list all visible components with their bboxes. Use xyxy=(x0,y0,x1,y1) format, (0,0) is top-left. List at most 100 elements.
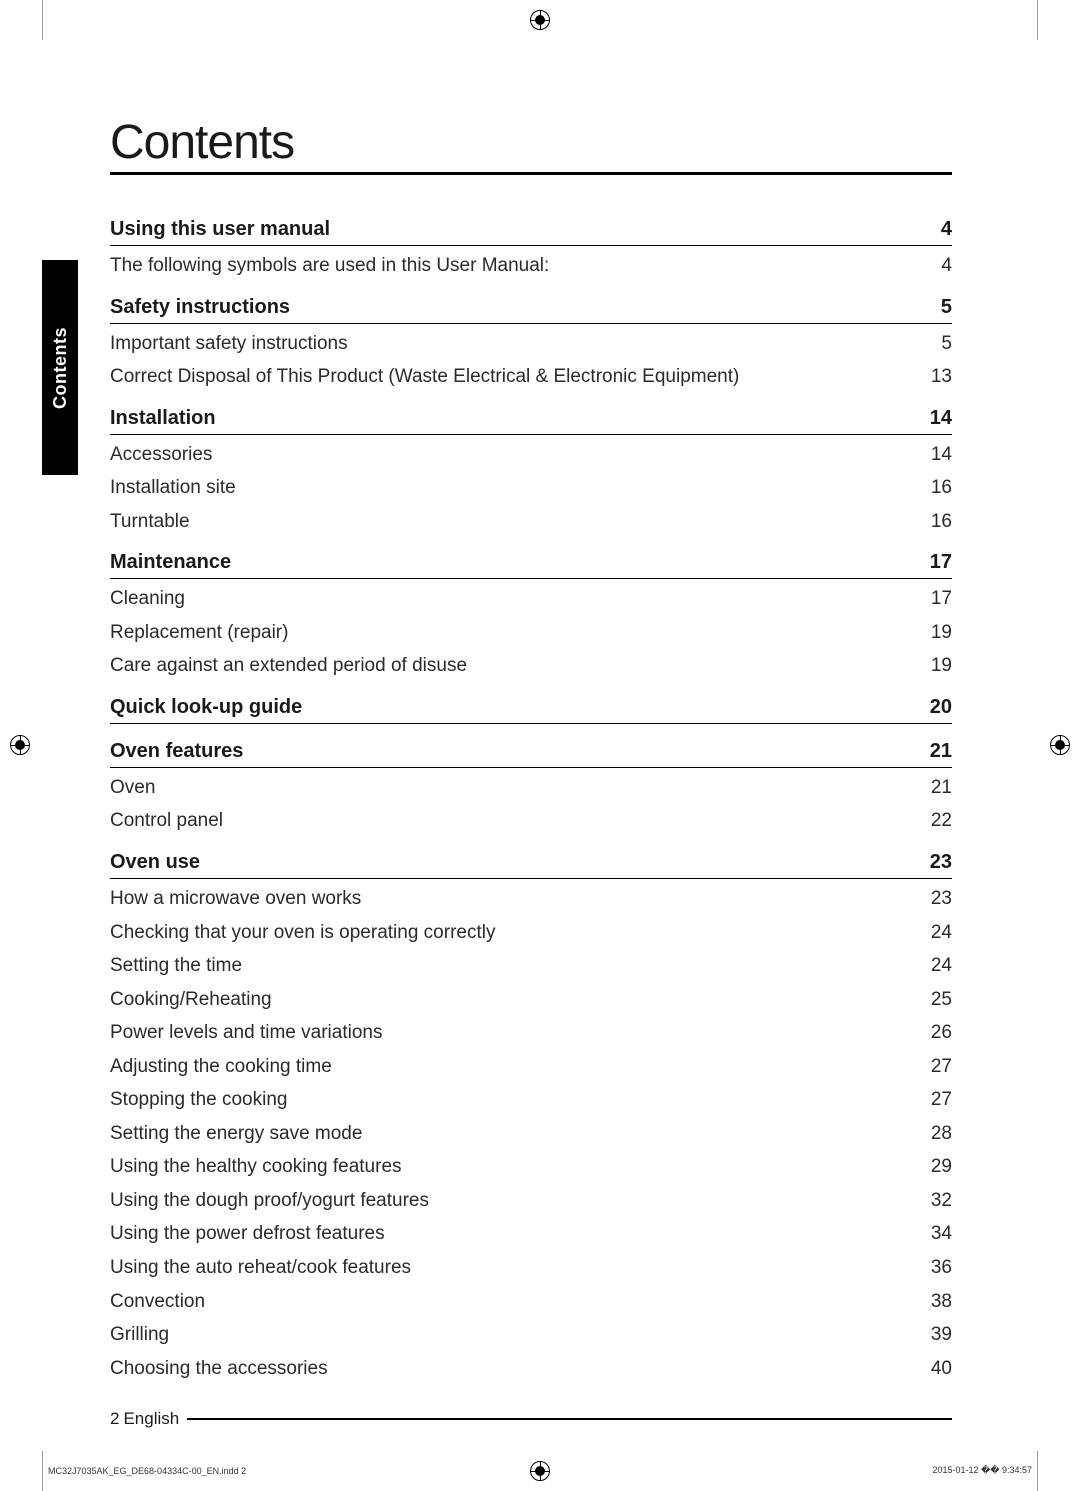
toc-item-row: Correct Disposal of This Product (Waste … xyxy=(110,363,952,391)
toc-section-page: 17 xyxy=(930,551,952,574)
toc-item-row: Control panel 22 xyxy=(110,807,952,835)
toc-section-heading: Safety instructions 5 xyxy=(110,296,952,324)
registration-mark-icon xyxy=(530,10,550,30)
toc-section-label: Quick look-up guide xyxy=(110,696,302,719)
footer-language: English xyxy=(123,1409,179,1429)
toc-item-label: Oven xyxy=(110,774,155,802)
toc-item-row: Using the auto reheat/cook features36 xyxy=(110,1254,952,1282)
toc-item-label: Setting the time xyxy=(110,952,242,980)
toc-item-label: Choosing the accessories xyxy=(110,1355,328,1383)
toc-item-page: 27 xyxy=(931,1086,952,1114)
toc-section-label: Using this user manual xyxy=(110,218,330,241)
toc-section-heading: Oven features 21 xyxy=(110,740,952,768)
toc-section-heading: Using this user manual 4 xyxy=(110,218,952,246)
toc-section-page: 23 xyxy=(930,851,952,874)
toc-item-page: 19 xyxy=(931,652,952,680)
toc-item-row: Care against an extended period of disus… xyxy=(110,652,952,680)
toc-item-row: Replacement (repair) 19 xyxy=(110,619,952,647)
toc-item-row: How a microwave oven works 23 xyxy=(110,885,952,913)
toc-item-row: Setting the time 24 xyxy=(110,952,952,980)
toc-item-label: Stopping the cooking xyxy=(110,1086,287,1114)
toc-item-page: 17 xyxy=(931,585,952,613)
toc-item-label: How a microwave oven works xyxy=(110,885,361,913)
toc-item-label: Using the power defrost features xyxy=(110,1220,385,1248)
toc-section-heading: Installation 14 xyxy=(110,407,952,435)
registration-mark-icon xyxy=(530,1461,550,1481)
crop-mark xyxy=(1037,0,1038,40)
toc-section-heading: Quick look-up guide 20 xyxy=(110,696,952,724)
toc-item-page: 32 xyxy=(931,1187,952,1215)
toc-item-page: 40 xyxy=(931,1355,952,1383)
toc-item-label: Grilling xyxy=(110,1321,169,1349)
toc-item-page: 24 xyxy=(931,952,952,980)
crop-mark xyxy=(42,1451,43,1491)
table-of-contents: Using this user manual4The following sym… xyxy=(110,218,952,1382)
toc-section-label: Installation xyxy=(110,407,216,430)
print-meta-filename: MC32J7035AK_EG_DE68-04334C-00_EN.indd 2 xyxy=(48,1466,246,1476)
toc-item-page: 25 xyxy=(931,986,952,1014)
toc-item-page: 21 xyxy=(931,774,952,802)
toc-item-row: Adjusting the cooking time 27 xyxy=(110,1053,952,1081)
toc-item-label: Power levels and time variations xyxy=(110,1019,382,1047)
toc-item-page: 27 xyxy=(931,1053,952,1081)
toc-item-page: 22 xyxy=(931,807,952,835)
crop-mark xyxy=(1037,1451,1038,1491)
toc-item-page: 34 xyxy=(931,1220,952,1248)
toc-section-label: Maintenance xyxy=(110,551,231,574)
toc-item-page: 26 xyxy=(931,1019,952,1047)
toc-item-row: Stopping the cooking 27 xyxy=(110,1086,952,1114)
toc-item-row: Checking that your oven is operating cor… xyxy=(110,919,952,947)
toc-item-page: 16 xyxy=(931,474,952,502)
toc-item-page: 36 xyxy=(931,1254,952,1282)
page-title: Contents xyxy=(110,115,294,170)
toc-section-page: 14 xyxy=(930,407,952,430)
toc-item-page: 4 xyxy=(941,252,952,280)
toc-item-label: Cleaning xyxy=(110,585,185,613)
toc-section-page: 21 xyxy=(930,740,952,763)
toc-item-row: Setting the energy save mode28 xyxy=(110,1120,952,1148)
toc-section-label: Safety instructions xyxy=(110,296,290,319)
toc-section-page: 20 xyxy=(930,696,952,719)
sidebar-tab: Contents xyxy=(42,260,78,475)
toc-section-heading: Oven use23 xyxy=(110,851,952,879)
toc-section-label: Oven features xyxy=(110,740,243,763)
toc-item-label: Cooking/Reheating xyxy=(110,986,272,1014)
toc-section-page: 5 xyxy=(941,296,952,319)
toc-item-label: Using the dough proof/yogurt features xyxy=(110,1187,429,1215)
toc-section-heading: Maintenance 17 xyxy=(110,551,952,579)
toc-item-label: Correct Disposal of This Product (Waste … xyxy=(110,363,739,391)
toc-item-row: Cooking/Reheating 25 xyxy=(110,986,952,1014)
footer-page-number: 2 xyxy=(110,1409,119,1429)
toc-item-page: 5 xyxy=(941,330,952,358)
toc-item-label: Checking that your oven is operating cor… xyxy=(110,919,495,947)
toc-item-row: Grilling39 xyxy=(110,1321,952,1349)
toc-item-page: 38 xyxy=(931,1288,952,1316)
registration-mark-icon xyxy=(1050,735,1070,755)
toc-item-label: Using the healthy cooking features xyxy=(110,1153,402,1181)
title-rule xyxy=(110,172,952,175)
toc-item-row: Using the dough proof/yogurt features 32 xyxy=(110,1187,952,1215)
toc-item-page: 28 xyxy=(931,1120,952,1148)
toc-item-label: Control panel xyxy=(110,807,223,835)
footer-rule xyxy=(187,1418,952,1420)
toc-item-label: Accessories xyxy=(110,441,212,469)
toc-item-row: Turntable 16 xyxy=(110,508,952,536)
toc-item-row: Power levels and time variations 26 xyxy=(110,1019,952,1047)
toc-item-row: Convection38 xyxy=(110,1288,952,1316)
toc-item-row: Choosing the accessories 40 xyxy=(110,1355,952,1383)
toc-item-page: 16 xyxy=(931,508,952,536)
toc-item-row: Using the healthy cooking features29 xyxy=(110,1153,952,1181)
toc-section-page: 4 xyxy=(941,218,952,241)
toc-item-page: 13 xyxy=(931,363,952,391)
toc-item-row: The following symbols are used in this U… xyxy=(110,252,952,280)
toc-item-page: 24 xyxy=(931,919,952,947)
toc-item-label: Replacement (repair) xyxy=(110,619,288,647)
toc-item-label: Adjusting the cooking time xyxy=(110,1053,332,1081)
toc-item-page: 19 xyxy=(931,619,952,647)
toc-item-page: 23 xyxy=(931,885,952,913)
print-meta-timestamp: 2015-01-12 �� 9:34:57 xyxy=(932,1465,1032,1476)
toc-item-label: Installation site xyxy=(110,474,236,502)
toc-item-row: Using the power defrost features 34 xyxy=(110,1220,952,1248)
toc-item-label: Turntable xyxy=(110,508,190,536)
crop-mark xyxy=(42,0,43,40)
